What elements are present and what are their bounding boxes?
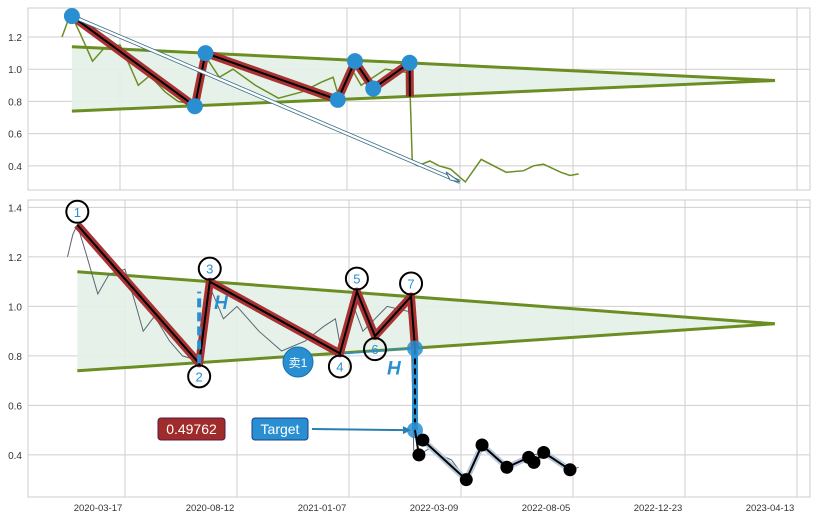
pattern-label-circle: [197, 256, 222, 281]
top-pattern-point: [63, 8, 80, 25]
top-pattern-point: [197, 45, 214, 62]
top-y-tick-label: 1.0: [8, 65, 22, 76]
after-point: [563, 463, 577, 477]
top-upper-trendline: [71, 45, 776, 82]
h-label: H: [214, 293, 229, 314]
pattern-point-label: 6: [371, 342, 378, 357]
top-y-tick-label: 0.8: [8, 97, 22, 108]
pattern-point-label: 5: [353, 272, 360, 287]
top-pattern-point: [346, 53, 363, 70]
after-point: [459, 473, 473, 487]
bottom-triangle-fill: [77, 271, 775, 371]
target-value-label: 0.49762: [166, 421, 217, 437]
target-arrow: [311, 428, 408, 432]
breakout-point: [406, 340, 423, 357]
top-triangle-fill: [71, 46, 775, 112]
pattern-label-circle: [344, 266, 369, 291]
bottom-pattern-line: [76, 224, 416, 366]
bottom-y-tick-label: 1.0: [8, 302, 22, 313]
pattern-point-label: 3: [206, 262, 213, 277]
bottom-y-tick-label: 0.4: [8, 451, 22, 462]
pattern-label-circle: [327, 354, 352, 379]
top-y-tick-label: 1.2: [8, 33, 22, 44]
x-tick-label: 2021-01-07: [298, 503, 347, 514]
top-pattern-point: [329, 91, 346, 108]
target-arrow-head: [402, 426, 411, 435]
bottom-y-tick-label: 1.2: [8, 253, 22, 264]
after-point: [537, 445, 551, 459]
top-arrow-shaft: [71, 14, 461, 184]
h-label-2: H: [387, 359, 402, 380]
target-value-box: [157, 417, 226, 441]
target-label: Target: [261, 421, 300, 437]
after-point: [527, 455, 541, 469]
pattern-point-label: 2: [196, 369, 203, 384]
pattern-label-circle: [363, 337, 388, 362]
x-tick-label: 2023-04-13: [746, 503, 795, 514]
x-tick-label: 2022-12-23: [634, 503, 683, 514]
pattern-label-circle: [399, 271, 424, 296]
bottom-y-tick-label: 0.6: [8, 401, 22, 412]
top-price-line: [61, 14, 579, 184]
breakout-arrow: [344, 347, 410, 355]
pattern-point-label: 4: [336, 359, 343, 374]
pattern-label-circle: [187, 364, 212, 389]
top-y-tick-label: 0.4: [8, 162, 22, 173]
top-pattern-point: [401, 54, 418, 71]
after-point: [500, 460, 514, 474]
pattern-label-circle: [65, 199, 90, 224]
target-box: [251, 417, 309, 441]
top-pattern-point: [365, 80, 382, 97]
bottom-upper-trendline: [77, 270, 775, 326]
after-point: [475, 438, 489, 452]
after-point: [412, 448, 426, 462]
target-point: [406, 422, 423, 439]
top-pattern-point: [186, 98, 203, 115]
x-tick-label: 2022-08-05: [522, 503, 571, 514]
bottom-y-tick-label: 1.4: [8, 203, 22, 214]
top-arrow-head: [445, 171, 461, 183]
bottom-y-tick-label: 0.8: [8, 352, 22, 363]
sell-signal-label: 卖1: [289, 356, 308, 370]
x-tick-label: 2022-03-09: [410, 503, 459, 514]
x-tick-label: 2020-03-17: [74, 503, 123, 514]
after-point: [416, 433, 430, 447]
pattern-point-label: 7: [407, 277, 414, 292]
top-y-tick-label: 0.6: [8, 130, 22, 141]
sell-signal-marker: [282, 346, 314, 378]
x-tick-label: 2020-08-12: [186, 503, 235, 514]
pattern-point-label: 1: [74, 205, 81, 220]
